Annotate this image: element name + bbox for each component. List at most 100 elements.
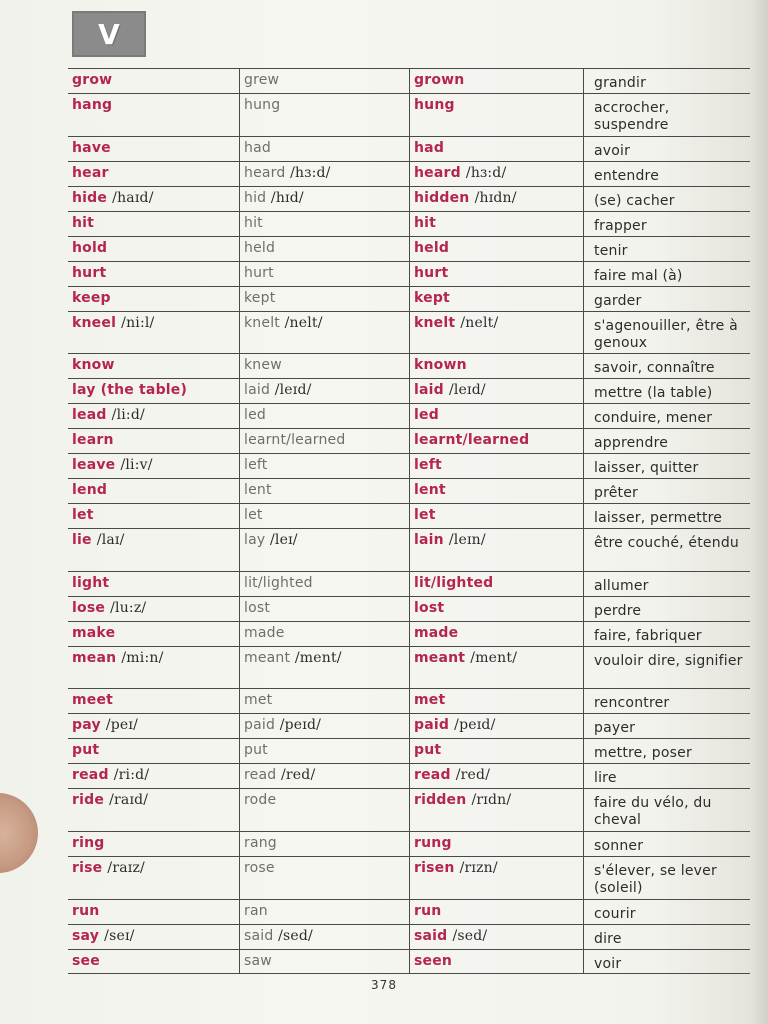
past-simple-cell-word: kept [244, 289, 276, 306]
past-participle-cell-word: laid [414, 382, 444, 399]
french-translation-cell: laisser, quitter [584, 454, 750, 478]
base-form-cell: ring [68, 831, 240, 856]
table-row: light lit/lighted lit/lighted allumer [68, 570, 750, 596]
past-simple-cell: rose [240, 856, 410, 899]
french-translation-cell-word: être couché, étendu [594, 535, 739, 552]
table-row: grow grew grown grandir [68, 68, 750, 93]
base-form-cell-word: hide [72, 189, 108, 206]
base-form-cell-word: pay [72, 717, 101, 734]
base-form-cell-word: run [72, 902, 100, 919]
past-simple-cell-word: read [244, 767, 277, 784]
past-participle-cell-word: had [414, 139, 445, 156]
past-simple-cell: rang [240, 831, 410, 856]
french-translation-cell-word: accrocher, suspendre [594, 100, 670, 133]
past-participle-cell-word: kept [414, 289, 450, 306]
past-participle-cell: known [410, 354, 584, 379]
table-row: lend lent lent prêter [68, 478, 750, 504]
french-translation-cell: courir [584, 900, 750, 924]
base-form-cell: know [68, 354, 240, 379]
past-simple-cell-word: lit/lighted [244, 574, 313, 591]
french-translation-cell: vouloir dire, signifier [584, 647, 750, 689]
table-row: meet met met rencontrer [68, 688, 750, 714]
past-participle-cell-word: ridden [414, 792, 467, 809]
past-simple-cell: had [240, 136, 410, 161]
french-translation-cell-word: s'agenouiller, être à genoux [594, 317, 738, 351]
base-form-cell-word: keep [72, 289, 111, 306]
past-simple-cell-word: led [244, 407, 266, 424]
base-form-cell-phonetic: /li:d/ [111, 407, 145, 424]
past-participle-cell-word: rung [414, 834, 452, 851]
base-form-cell: meet [68, 689, 240, 714]
past-simple-cell: paid /peɪd/ [240, 714, 410, 739]
past-participle-cell-phonetic: /peɪd/ [454, 717, 496, 734]
past-participle-cell-phonetic: /hɪdn/ [474, 189, 517, 206]
french-translation-cell-word: mettre, poser [594, 745, 692, 762]
past-simple-cell-word: had [244, 139, 271, 156]
past-participle-cell: grown [410, 69, 584, 93]
page-edge-shadow [750, 0, 768, 1024]
base-form-cell: lay (the table) [68, 379, 240, 404]
past-simple-cell: rode [240, 789, 410, 831]
table-row: let let let laisser, permettre [68, 503, 750, 529]
french-translation-cell-word: faire mal (à) [594, 267, 683, 284]
past-participle-cell: held [410, 236, 584, 261]
past-simple-cell-word: hid [244, 189, 267, 206]
french-translation-cell: apprendre [584, 429, 750, 453]
table-row: lose /lu:z/lost lost perdre [68, 595, 750, 621]
french-translation-cell: voir [584, 950, 750, 973]
french-translation-cell-word: (se) cacher [594, 192, 675, 209]
past-participle-cell: left [410, 454, 584, 479]
french-translation-cell-word: mettre (la table) [594, 385, 713, 402]
french-translation-cell: garder [584, 287, 750, 311]
base-form-cell: grow [68, 69, 240, 93]
base-form-cell-word: hold [72, 239, 108, 256]
past-simple-cell: read /red/ [240, 764, 410, 789]
table-row: mean /mi:n/meant /ment/meant /ment/voulo… [68, 645, 750, 689]
past-participle-cell-phonetic: /rɪzn/ [459, 859, 498, 876]
french-translation-cell-word: avoir [594, 142, 631, 159]
base-form-cell-word: hear [72, 164, 109, 181]
table-row: rise /raɪz/rose risen /rɪzn/s'élever, se… [68, 855, 750, 899]
base-form-cell: lie /laɪ/ [68, 529, 240, 571]
past-simple-cell-phonetic: /hɪd/ [270, 189, 304, 206]
french-translation-cell-word: laisser, permettre [594, 510, 723, 527]
past-participle-cell-word: left [414, 457, 442, 474]
table-row: make made made faire, fabriquer [68, 620, 750, 646]
table-row: leave /li:v/left left laisser, quitter [68, 453, 750, 479]
french-translation-cell: allumer [584, 572, 750, 596]
past-participle-cell: said /sed/ [410, 924, 584, 949]
past-simple-cell-phonetic: /sed/ [278, 927, 313, 944]
past-participle-cell: lain /leɪn/ [410, 529, 584, 571]
past-simple-cell: lost [240, 596, 410, 621]
past-participle-cell-phonetic: /hɜ:d/ [465, 164, 507, 181]
past-participle-cell-word: hidden [414, 189, 470, 206]
base-form-cell-phonetic: /seɪ/ [104, 927, 135, 944]
past-simple-cell-word: left [244, 457, 268, 474]
past-participle-cell: made [410, 621, 584, 646]
past-participle-cell-phonetic: /red/ [455, 767, 491, 784]
past-participle-cell-phonetic: /leɪn/ [448, 532, 486, 549]
table-row: kneel /ni:l/knelt /nelt/knelt /nelt/s'ag… [68, 310, 750, 354]
french-translation-cell-word: faire, fabriquer [594, 627, 702, 644]
french-translation-cell: faire mal (à) [584, 262, 750, 286]
table-row: ride /raɪd/rode ridden /rɪdn/faire du vé… [68, 788, 750, 831]
past-participle-cell: meant /ment/ [410, 646, 584, 689]
past-simple-cell-word: grew [244, 72, 280, 88]
past-simple-cell-word: rode [244, 792, 277, 809]
past-simple-cell-word: hit [244, 214, 263, 231]
table-row: ring rang rung sonner [68, 830, 750, 856]
past-simple-cell: learnt/learned [240, 429, 410, 454]
past-participle-cell: seen [410, 949, 584, 973]
past-participle-cell: rung [410, 831, 584, 856]
past-simple-cell: ran [240, 899, 410, 924]
french-translation-cell-word: conduire, mener [594, 410, 713, 427]
past-simple-cell-word: rang [244, 834, 277, 851]
base-form-cell-word: meet [72, 692, 114, 709]
past-simple-cell: kept [240, 286, 410, 311]
past-simple-cell-word: held [244, 239, 276, 256]
past-simple-cell: laid /leɪd/ [240, 379, 410, 404]
past-simple-cell-phonetic: /hɜ:d/ [290, 164, 331, 181]
past-simple-cell-word: knew [244, 357, 282, 374]
past-participle-cell-word: learnt/learned [414, 432, 530, 449]
base-form-cell-phonetic: /peɪ/ [105, 717, 139, 734]
